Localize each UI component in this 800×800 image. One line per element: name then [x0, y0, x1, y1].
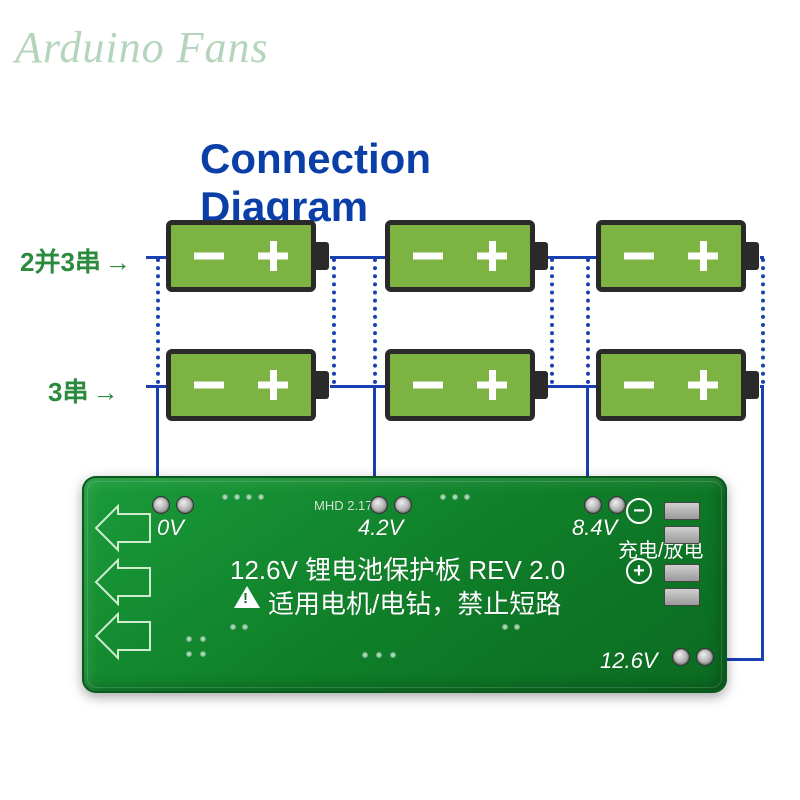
- pcb-label-4v2: 4.2V: [358, 515, 403, 541]
- pad: [394, 496, 412, 514]
- wire-dotted: [156, 258, 160, 384]
- pcb-tiny-label: MHD 2.1722: [314, 498, 387, 513]
- pad: [152, 496, 170, 514]
- pcb-line1: 12.6V 锂电池保护板 REV 2.0: [230, 550, 565, 587]
- watermark: Arduino Fans: [15, 22, 269, 73]
- battery-r2c3: [596, 349, 746, 421]
- arrow-icon: [90, 504, 158, 552]
- diagram-stage: Arduino Fans Connection Diagram 2并3串→ 3串…: [0, 0, 800, 800]
- wire-dotted: [586, 258, 590, 384]
- pcb-label-0v: 0V: [157, 515, 184, 541]
- arrow-icon: [90, 558, 158, 606]
- arrow-icon: [90, 612, 158, 660]
- plus-icon: +: [626, 558, 652, 584]
- wire-dotted: [550, 258, 554, 384]
- battery-r2c1: [166, 349, 316, 421]
- minus-icon: −: [626, 498, 652, 524]
- pcb-charge-label: 充电/放电: [618, 534, 704, 563]
- pcb-label-12v6: 12.6V: [600, 648, 658, 674]
- pad: [370, 496, 388, 514]
- pcb-board: MHD 2.1722 0V 4.2V 8.4V 12.6V 12.6V 锂电池保…: [82, 476, 727, 693]
- battery-r2c2: [385, 349, 535, 421]
- wire: [330, 385, 385, 388]
- pad: [696, 648, 714, 666]
- pad: [584, 496, 602, 514]
- label-row1-text: 2并3串: [20, 247, 101, 277]
- wire-dotted: [332, 258, 336, 384]
- battery-r1c3: [596, 220, 746, 292]
- arrow-icon: →: [92, 377, 118, 408]
- diagram-title: Connection Diagram: [200, 135, 600, 231]
- wire-dotted: [373, 258, 377, 384]
- smd: [664, 526, 700, 544]
- arrow-icon: →: [105, 247, 131, 278]
- label-row2-text: 3串: [48, 377, 88, 407]
- label-row2: 3串→: [48, 372, 118, 409]
- pcb-line2: 适用电机/电钻，禁止短路: [268, 584, 561, 621]
- pad: [672, 648, 690, 666]
- wire: [761, 385, 764, 660]
- wire-dotted: [761, 258, 765, 384]
- warning-icon: [234, 586, 260, 608]
- battery-r1c1: [166, 220, 316, 292]
- pcb-label-8v4: 8.4V: [572, 515, 617, 541]
- smd: [664, 502, 700, 520]
- label-row1: 2并3串→: [20, 242, 131, 279]
- battery-r1c2: [385, 220, 535, 292]
- smd: [664, 588, 700, 606]
- pad: [176, 496, 194, 514]
- smd: [664, 564, 700, 582]
- pad: [608, 496, 626, 514]
